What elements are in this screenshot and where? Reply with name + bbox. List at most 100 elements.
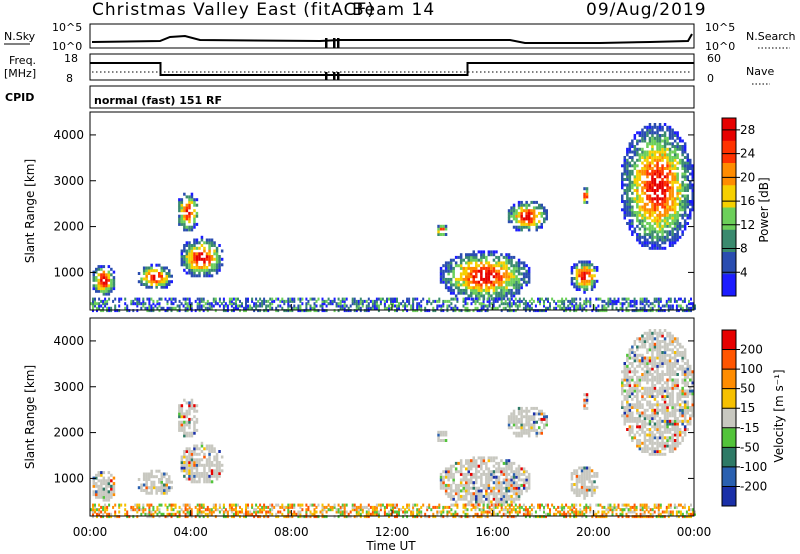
velocity-cell [686, 384, 689, 387]
power-cell [646, 222, 649, 225]
power-cell [530, 217, 533, 221]
power-cell [656, 197, 659, 201]
velocity-cell [681, 373, 684, 376]
power-cell [517, 280, 521, 284]
velocity-cell [583, 472, 586, 475]
velocity-cell [507, 461, 511, 465]
velocity-cell [165, 486, 168, 490]
velocity-cell [165, 489, 168, 492]
power-cell [681, 153, 684, 157]
power-cell [454, 306, 457, 310]
power-cell [631, 158, 634, 162]
power-cell [663, 238, 667, 242]
velocity-cell [341, 512, 344, 516]
velocity-cell [212, 503, 215, 507]
power-cell [182, 304, 185, 308]
power-cell [520, 225, 523, 229]
velocity-cell [573, 491, 576, 495]
velocity-cell [178, 510, 181, 514]
power-cell [210, 244, 214, 247]
power-cell [237, 306, 239, 310]
power-cell [392, 299, 394, 303]
velocity-cell [186, 508, 189, 512]
power-cell [651, 139, 654, 143]
velocity-cell [94, 503, 96, 507]
power-cell [112, 299, 115, 303]
power-cell [631, 208, 634, 212]
power-cell [676, 224, 679, 228]
velocity-cell [689, 367, 692, 371]
power-cell [535, 206, 538, 210]
velocity-cell [651, 353, 654, 357]
power-cell [588, 271, 591, 275]
power-cell [673, 145, 677, 148]
velocity-cell [580, 472, 584, 475]
velocity-cell [500, 472, 503, 476]
velocity-cell [500, 481, 503, 485]
velocity-cell [452, 489, 455, 493]
velocity-cell [512, 478, 516, 482]
power-cell [588, 274, 591, 278]
velocity-cell [673, 353, 677, 357]
power-cell [683, 145, 687, 148]
velocity-cell [515, 426, 518, 430]
power-cell [487, 277, 491, 281]
power-cell [100, 276, 103, 280]
power-cell [563, 304, 566, 308]
velocity-cell [651, 340, 654, 343]
velocity-cell [502, 492, 506, 496]
power-cell [482, 264, 486, 268]
velocity-cell [631, 370, 634, 374]
power-cell [204, 302, 207, 306]
velocity-cell [525, 478, 528, 482]
velocity-cell [641, 345, 644, 349]
station-title: Christmas Valley East (fitACF) [92, 0, 375, 20]
power-cell [575, 306, 578, 310]
velocity-cell [678, 367, 682, 371]
velocity-cell [646, 378, 649, 382]
velocity-cell [658, 425, 662, 429]
power-cell [107, 273, 111, 277]
velocity-cell [656, 342, 659, 346]
power-cell [186, 297, 189, 301]
velocity-cell [112, 505, 115, 509]
power-cell [559, 306, 562, 310]
power-cell [462, 283, 465, 287]
power-cell [198, 299, 201, 303]
power-cell [505, 283, 508, 287]
power-cell [688, 309, 690, 313]
power-cell [686, 197, 689, 201]
velocity-cell [480, 500, 483, 504]
velocity-cell [517, 486, 521, 490]
power-cell [454, 283, 458, 287]
velocity-cell [100, 471, 103, 475]
velocity-cell [512, 423, 516, 427]
power-cell [512, 214, 516, 218]
power-cell [474, 302, 477, 306]
power-cell [628, 164, 632, 168]
velocity-cell [152, 505, 155, 509]
power-cell [591, 309, 594, 313]
power-cell [626, 213, 629, 217]
velocity-cell [168, 480, 171, 484]
velocity-cell [580, 488, 584, 492]
velocity-cell [482, 459, 486, 463]
power-cell [163, 277, 166, 281]
power-cell [188, 246, 191, 250]
velocity-cell [444, 470, 448, 474]
power-cell [686, 164, 689, 168]
velocity-cell [641, 397, 644, 401]
velocity-cell [277, 510, 280, 514]
power-cell [293, 306, 296, 310]
velocity-cell [170, 503, 173, 507]
velocity-cell [198, 472, 201, 475]
power-cell [150, 280, 153, 284]
power-cell [457, 291, 460, 295]
velocity-cell [235, 510, 237, 514]
power-cell [208, 246, 211, 250]
power-cell [98, 304, 101, 308]
power-cell [98, 297, 101, 301]
velocity-cell [588, 469, 591, 473]
velocity-cell [530, 406, 533, 410]
